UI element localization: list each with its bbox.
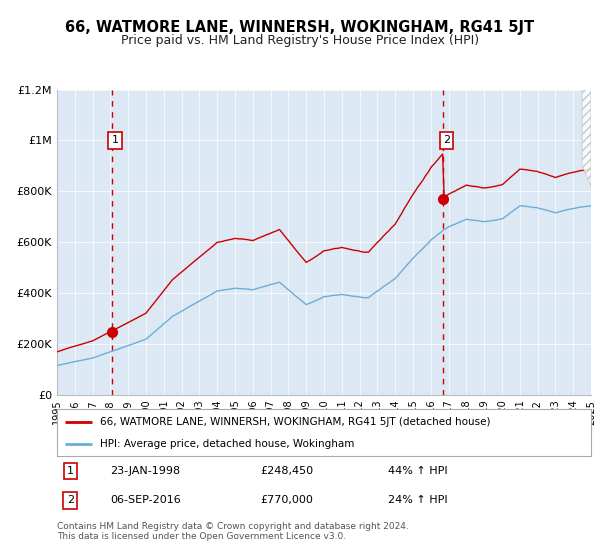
Text: Contains HM Land Registry data © Crown copyright and database right 2024.
This d: Contains HM Land Registry data © Crown c… [57,522,409,542]
Text: £770,000: £770,000 [260,496,313,505]
Text: 1: 1 [112,136,119,146]
Text: Price paid vs. HM Land Registry's House Price Index (HPI): Price paid vs. HM Land Registry's House … [121,34,479,46]
Text: 66, WATMORE LANE, WINNERSH, WOKINGHAM, RG41 5JT: 66, WATMORE LANE, WINNERSH, WOKINGHAM, R… [65,20,535,35]
Text: HPI: Average price, detached house, Wokingham: HPI: Average price, detached house, Woki… [100,438,354,449]
Text: 2: 2 [443,136,450,146]
Text: 06-SEP-2016: 06-SEP-2016 [110,496,181,505]
Text: 44% ↑ HPI: 44% ↑ HPI [388,466,448,476]
Text: 66, WATMORE LANE, WINNERSH, WOKINGHAM, RG41 5JT (detached house): 66, WATMORE LANE, WINNERSH, WOKINGHAM, R… [100,417,490,427]
Text: 2: 2 [67,496,74,505]
Text: £248,450: £248,450 [260,466,313,476]
Text: 24% ↑ HPI: 24% ↑ HPI [388,496,448,505]
Polygon shape [582,90,591,186]
Text: 23-JAN-1998: 23-JAN-1998 [110,466,181,476]
Text: 1: 1 [67,466,74,476]
